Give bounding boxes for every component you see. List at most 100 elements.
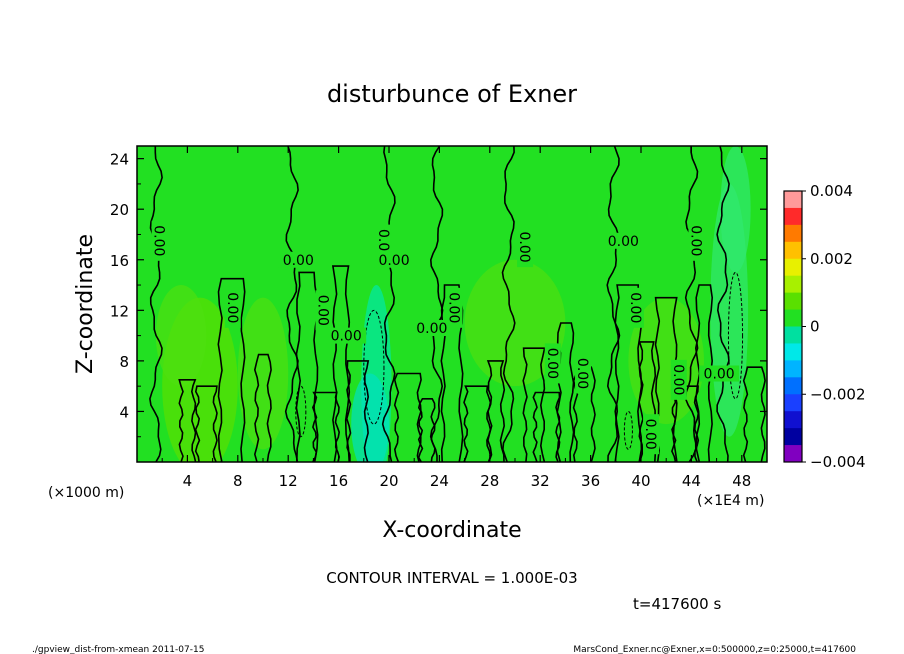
x-tick-label: 16 (329, 472, 348, 490)
contour-cell (742, 366, 766, 462)
contour-labels: 0.000.000.000.000.000.000.000.000.000.00… (151, 220, 740, 455)
contour-cell (253, 353, 272, 462)
negative-contour (727, 271, 744, 400)
contour-line (284, 146, 299, 462)
contour-label: 0.00 (544, 348, 560, 379)
colorbar-segment (784, 411, 802, 429)
y-axis-label: Z-coordinate (73, 234, 98, 374)
negative-contours (295, 271, 744, 450)
colorbar-segment (784, 394, 802, 412)
contour-cell (522, 347, 546, 462)
contour-label-bg (374, 251, 415, 268)
colorbar-segment (784, 428, 802, 446)
contour-label: 0.00 (687, 225, 703, 256)
plot-frame (136, 145, 768, 463)
colorbar-segment (784, 445, 802, 463)
contour-cell (331, 265, 351, 462)
contour-label-bg (326, 327, 367, 344)
field-patch (155, 285, 207, 387)
x-tick-label: 8 (233, 472, 243, 490)
x-tick-label: 32 (531, 472, 550, 490)
contour-label: 0.00 (416, 321, 447, 337)
negative-contour (623, 410, 633, 450)
colorbar-segment (784, 360, 802, 378)
colorbar-segment (784, 258, 802, 277)
colorbar-segment (784, 292, 802, 311)
contour-label: 0.00 (608, 234, 639, 250)
contour-cell (194, 385, 218, 462)
colorbar-tick-label: 0.002 (810, 250, 853, 268)
x-axis-label: X-coordinate (382, 518, 521, 543)
contour-label: 0.00 (574, 358, 590, 389)
colorbar-tick-label: 0 (810, 318, 820, 336)
contour-label-bg (688, 220, 705, 261)
contour-label-bg (544, 343, 561, 384)
contour-label: 0.00 (516, 232, 532, 263)
contour-line (684, 146, 699, 462)
chart-title: disturbunce of Exner (327, 80, 577, 108)
contour-label: 0.00 (627, 292, 643, 323)
contour-cell (417, 398, 436, 462)
contour-label-bg (151, 220, 168, 261)
y-tick-label: 8 (119, 353, 129, 371)
contour-line (429, 146, 444, 462)
y-tick-label: 4 (119, 403, 129, 421)
contour-line (149, 146, 163, 462)
contour-label: 0.00 (224, 292, 240, 323)
contour-cell (440, 284, 464, 462)
contour-line (716, 146, 730, 462)
field-patch (351, 373, 389, 462)
x-tick-label: 12 (279, 472, 298, 490)
colorbar-segment (784, 343, 802, 361)
contour-cell (694, 284, 714, 462)
x-tick-label: 44 (682, 472, 701, 490)
negative-contour (295, 385, 307, 438)
contour-label: 0.00 (283, 253, 314, 269)
contour-label-bg (315, 290, 332, 331)
y-tick-label: 16 (110, 252, 129, 270)
colorbar-segment (784, 207, 802, 226)
contour-cell (178, 379, 197, 462)
contour-label: 0.00 (670, 364, 686, 395)
contour-label: 0.00 (331, 329, 362, 345)
contour-label: 0.00 (151, 225, 167, 256)
x-unit-right: (×1E4 m) (697, 493, 764, 509)
contour-line (381, 146, 396, 462)
contour-cell (345, 360, 370, 462)
y-axis: 4 8 12 16 20 24 (110, 151, 767, 438)
field-patch (720, 146, 751, 273)
contour-label: 0.00 (446, 292, 462, 323)
negative-contour (363, 309, 385, 425)
contour-cell (556, 322, 575, 462)
colorbar-segment (784, 275, 802, 294)
x-tick-label: 40 (631, 472, 650, 490)
contour-label-bg (278, 251, 319, 268)
contour-label: 0.00 (704, 367, 735, 383)
colorbar-segment (784, 224, 802, 243)
colorbar-segment (784, 241, 802, 260)
colorbar-segment (784, 326, 802, 344)
x-tick-label: 4 (183, 472, 193, 490)
y-tick-label: 12 (110, 302, 129, 320)
contour-interval: CONTOUR INTERVAL = 1.000E-03 (326, 569, 577, 587)
contour-label-bg (411, 320, 452, 337)
contour-label-bg (699, 365, 740, 382)
contour-label-bg (575, 353, 592, 394)
contour-label-bg (517, 227, 534, 268)
contour-label-bg (643, 414, 660, 455)
contour-label-bg (446, 287, 463, 328)
contour-line (501, 146, 516, 462)
x-unit-left: (×1000 m) (48, 485, 124, 501)
footer-right: MarsCond_Exner.nc@Exner,x=0:500000,z=0:2… (573, 645, 856, 654)
colorbar-segment (784, 377, 802, 395)
x-axis: 4 8 12 16 20 24 28 32 36 40 44 48 (161, 146, 751, 490)
contour-cell (486, 360, 506, 462)
contour-label: 0.00 (314, 295, 330, 326)
contour-label-bg (627, 287, 644, 328)
y-tick-label: 20 (110, 201, 129, 219)
footer-left: ./gpview_dist-from-xmean 2011-07-15 (32, 645, 204, 654)
colorbar-segment (784, 191, 802, 209)
contour-cell (393, 372, 422, 462)
contour-cell (311, 391, 341, 462)
